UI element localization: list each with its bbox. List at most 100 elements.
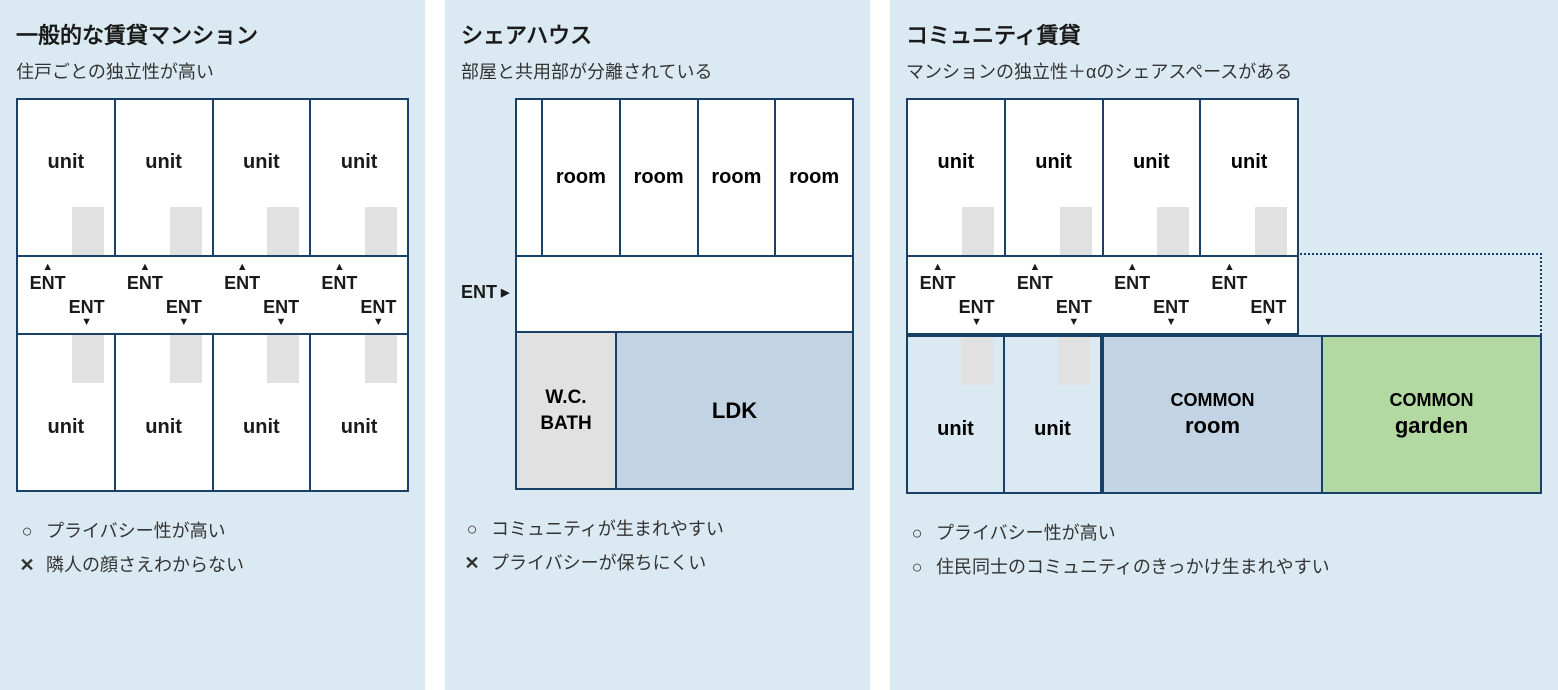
unit-cell: unit bbox=[1104, 100, 1202, 255]
entrance-marker: ▲ENT bbox=[1017, 261, 1053, 292]
entrance-marker: ENT▼ bbox=[959, 298, 995, 329]
entrance-marker: ENT▶ bbox=[461, 282, 509, 303]
unit-cell: unit bbox=[311, 335, 407, 490]
unit-label: unit bbox=[938, 151, 975, 174]
common-label: COMMON bbox=[1171, 389, 1255, 412]
unit-label: unit bbox=[341, 151, 378, 174]
panel-notes: ○コミュニティが生まれやすい ✕プライバシーが保ちにくい bbox=[461, 512, 854, 580]
note-text: プライバシー性が高い bbox=[936, 516, 1116, 550]
room-cell: room bbox=[621, 100, 699, 255]
unit-label: unit bbox=[937, 418, 974, 441]
unit-cell: unit bbox=[1006, 100, 1104, 255]
panel-standard-rental: 一般的な賃貸マンション 住戸ごとの独立性が高い unit unit unit u… bbox=[0, 0, 425, 690]
common-label: room bbox=[1185, 412, 1240, 441]
circle-icon: ○ bbox=[906, 550, 928, 584]
unit-label: unit bbox=[1035, 151, 1072, 174]
unit-label: unit bbox=[1231, 151, 1268, 174]
note-text: 住民同士のコミュニティのきっかけ生まれやすい bbox=[936, 550, 1330, 584]
wet-area bbox=[267, 335, 299, 383]
wet-area bbox=[365, 335, 397, 383]
common-label: COMMON bbox=[1390, 389, 1474, 412]
note-row: ✕プライバシーが保ちにくい bbox=[461, 546, 854, 580]
unit-cell: unit bbox=[214, 100, 312, 255]
common-label: garden bbox=[1395, 412, 1468, 441]
corridor-extension bbox=[1297, 253, 1542, 335]
ldk: LDK bbox=[617, 333, 852, 488]
entrance-marker: ▲ENT bbox=[920, 261, 956, 292]
panel-subtitle: 住戸ごとの独立性が高い bbox=[16, 58, 409, 84]
wet-area bbox=[170, 207, 202, 255]
entrance-marker: ENT▼ bbox=[69, 298, 105, 329]
corridor: ▲ENT ▲ENT ▲ENT ▲ENT ENT▼ ENT▼ ENT▼ ENT▼ bbox=[18, 255, 407, 335]
circle-icon: ○ bbox=[906, 516, 928, 550]
unit-cell: unit bbox=[908, 100, 1006, 255]
unit-label: unit bbox=[243, 151, 280, 174]
unit-cell: unit bbox=[18, 335, 116, 490]
wet-area bbox=[962, 207, 994, 255]
wet-area bbox=[1060, 207, 1092, 255]
note-text: コミュニティが生まれやすい bbox=[491, 512, 724, 546]
panel-title: 一般的な賃貸マンション bbox=[16, 18, 409, 50]
wet-area bbox=[365, 207, 397, 255]
wet-area bbox=[72, 207, 104, 255]
panel-title: コミュニティ賃貸 bbox=[906, 18, 1542, 50]
panel-sharehouse: シェアハウス 部屋と共用部が分離されている ENT▶ room room roo… bbox=[445, 0, 870, 690]
diagram-sharehouse: ENT▶ room room room room W.C. BATH LDK bbox=[461, 98, 854, 490]
unit-label: unit bbox=[48, 416, 85, 439]
entrance-marker: ▲ENT bbox=[1114, 261, 1150, 292]
unit-label: unit bbox=[1133, 151, 1170, 174]
unit-label: unit bbox=[341, 416, 378, 439]
unit-cell: unit bbox=[1005, 337, 1102, 492]
entrance-marker: ▲ENT bbox=[127, 261, 163, 292]
common-room: COMMON room bbox=[1102, 335, 1323, 494]
diagram-community-rental: unit unit unit unit ▲ENT ▲ENT ▲ENT ▲ENT … bbox=[906, 98, 1542, 494]
unit-cell: unit bbox=[18, 100, 116, 255]
x-icon: ✕ bbox=[16, 548, 38, 582]
room-cell: room bbox=[699, 100, 777, 255]
common-garden: COMMON garden bbox=[1323, 335, 1542, 494]
unit-cell: unit bbox=[1201, 100, 1297, 255]
note-row: ○プライバシー性が高い bbox=[16, 514, 409, 548]
entrance-marker: ENT▼ bbox=[166, 298, 202, 329]
note-text: プライバシーが保ちにくい bbox=[491, 546, 706, 580]
entrance-marker: ENT▼ bbox=[1153, 298, 1189, 329]
note-row: ○コミュニティが生まれやすい bbox=[461, 512, 854, 546]
entrance-marker: ENT▼ bbox=[360, 298, 396, 329]
panel-community-rental: コミュニティ賃貸 マンションの独立性＋αのシェアスペースがある unit uni… bbox=[890, 0, 1558, 690]
panel-notes: ○プライバシー性が高い ○住民同士のコミュニティのきっかけ生まれやすい bbox=[906, 516, 1542, 584]
unit-cell: unit bbox=[908, 337, 1005, 492]
corridor: ▲ENT ▲ENT ▲ENT ▲ENT ENT▼ ENT▼ ENT▼ ENT▼ bbox=[908, 255, 1297, 335]
wet-area bbox=[1255, 207, 1287, 255]
x-icon: ✕ bbox=[461, 546, 483, 580]
entrance-marker: ▲ENT bbox=[1211, 261, 1247, 292]
note-text: 隣人の顔さえわからない bbox=[46, 548, 244, 582]
unit-label: unit bbox=[243, 416, 280, 439]
circle-icon: ○ bbox=[16, 514, 38, 548]
unit-label: unit bbox=[1034, 418, 1071, 441]
unit-label: unit bbox=[48, 151, 85, 174]
entrance-marker: ▲ENT bbox=[30, 261, 66, 292]
unit-cell: unit bbox=[214, 335, 312, 490]
wet-area bbox=[961, 337, 993, 385]
entrance-marker: ▲ENT bbox=[321, 261, 357, 292]
diagram-standard-rental: unit unit unit unit ▲ENT ▲ENT ▲ENT ▲ENT … bbox=[16, 98, 409, 492]
note-row: ○プライバシー性が高い bbox=[906, 516, 1542, 550]
wet-area bbox=[1058, 337, 1090, 385]
entrance-marker: ▲ENT bbox=[224, 261, 260, 292]
unit-label: unit bbox=[145, 416, 182, 439]
unit-label: unit bbox=[145, 151, 182, 174]
panel-notes: ○プライバシー性が高い ✕隣人の顔さえわからない bbox=[16, 514, 409, 582]
hallway bbox=[517, 257, 852, 333]
wet-area bbox=[267, 207, 299, 255]
unit-cell: unit bbox=[116, 335, 214, 490]
room-cell: room bbox=[776, 100, 852, 255]
unit-cell: unit bbox=[116, 100, 214, 255]
wet-area bbox=[72, 335, 104, 383]
panel-subtitle: 部屋と共用部が分離されている bbox=[461, 58, 854, 84]
entrance-marker: ENT▼ bbox=[1056, 298, 1092, 329]
wet-area bbox=[170, 335, 202, 383]
unit-cell: unit bbox=[311, 100, 407, 255]
entrance-marker: ENT▼ bbox=[263, 298, 299, 329]
room-cell: room bbox=[543, 100, 621, 255]
panel-subtitle: マンションの独立性＋αのシェアスペースがある bbox=[906, 58, 1542, 84]
